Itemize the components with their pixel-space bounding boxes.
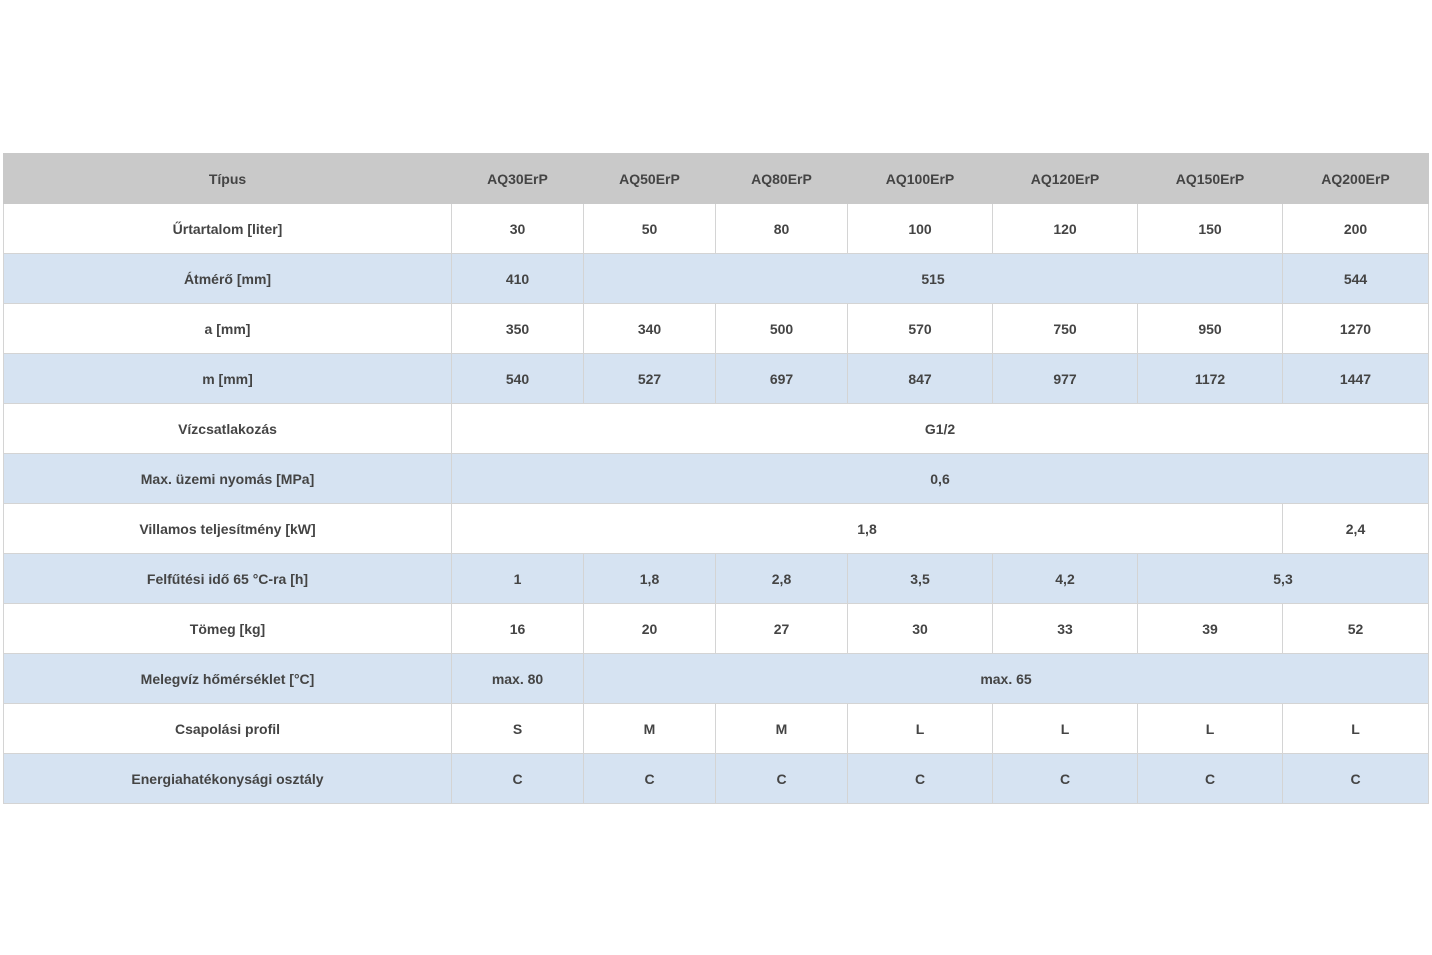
- table-cell: 33: [992, 603, 1138, 654]
- row-label: Űrtartalom [liter]: [3, 203, 452, 254]
- table-cell: C: [847, 753, 993, 804]
- table-cell: M: [715, 703, 848, 754]
- table-cell: 950: [1137, 303, 1283, 354]
- table-cell: 2,4: [1282, 503, 1429, 554]
- table-cell: S: [451, 703, 584, 754]
- header-cell-model: AQ150ErP: [1137, 153, 1283, 204]
- table-cell: 544: [1282, 253, 1429, 304]
- header-cell-model: AQ120ErP: [992, 153, 1138, 204]
- table-cell: 20: [583, 603, 716, 654]
- table-cell: 3,5: [847, 553, 993, 604]
- table-cell-merged: 1,8: [451, 503, 1283, 554]
- row-label: Energiahatékonysági osztály: [3, 753, 452, 804]
- table-row-heating-time: Felfűtési idő 65 °C-ra [h] 1 1,8 2,8 3,5…: [3, 553, 1429, 604]
- table-cell: 27: [715, 603, 848, 654]
- header-cell-model: AQ30ErP: [451, 153, 584, 204]
- table-row-m: m [mm] 540 527 697 847 977 1172 1447: [3, 353, 1429, 404]
- table-cell: 120: [992, 203, 1138, 254]
- header-cell-type: Típus: [3, 153, 452, 204]
- table-cell: C: [451, 753, 584, 804]
- row-label: a [mm]: [3, 303, 452, 354]
- table-cell: 150: [1137, 203, 1283, 254]
- table-cell: 30: [847, 603, 993, 654]
- table-cell: C: [1137, 753, 1283, 804]
- table-cell: 80: [715, 203, 848, 254]
- row-label: Max. üzemi nyomás [MPa]: [3, 453, 452, 504]
- table-row-a: a [mm] 350 340 500 570 750 950 1270: [3, 303, 1429, 354]
- table-cell: 847: [847, 353, 993, 404]
- table-cell: C: [992, 753, 1138, 804]
- table-row-max-pressure: Max. üzemi nyomás [MPa] 0,6: [3, 453, 1429, 504]
- table-cell: 500: [715, 303, 848, 354]
- table-cell: 977: [992, 353, 1138, 404]
- table-cell: 410: [451, 253, 584, 304]
- table-cell-merged: 5,3: [1137, 553, 1429, 604]
- table-cell: 570: [847, 303, 993, 354]
- spec-table-container: Típus AQ30ErP AQ50ErP AQ80ErP AQ100ErP A…: [3, 153, 1429, 804]
- table-cell: 200: [1282, 203, 1429, 254]
- row-label: Villamos teljesítmény [kW]: [3, 503, 452, 554]
- table-cell: C: [715, 753, 848, 804]
- table-row-water-connection: Vízcsatlakozás G1/2: [3, 403, 1429, 454]
- table-header-row: Típus AQ30ErP AQ50ErP AQ80ErP AQ100ErP A…: [3, 153, 1429, 204]
- table-cell: 16: [451, 603, 584, 654]
- table-cell: 1,8: [583, 553, 716, 604]
- table-cell: 1172: [1137, 353, 1283, 404]
- table-cell: 1447: [1282, 353, 1429, 404]
- row-label: Tömeg [kg]: [3, 603, 452, 654]
- spec-table: Típus AQ30ErP AQ50ErP AQ80ErP AQ100ErP A…: [3, 153, 1429, 804]
- table-row-electric-power: Villamos teljesítmény [kW] 1,8 2,4: [3, 503, 1429, 554]
- table-row-diameter: Átmérő [mm] 410 515 544: [3, 253, 1429, 304]
- table-cell: L: [1137, 703, 1283, 754]
- row-label: m [mm]: [3, 353, 452, 404]
- row-label: Csapolási profil: [3, 703, 452, 754]
- table-cell: C: [1282, 753, 1429, 804]
- table-row-hot-water-temp: Melegvíz hőmérséklet [°C] max. 80 max. 6…: [3, 653, 1429, 704]
- table-cell-merged: 515: [583, 253, 1283, 304]
- table-cell: L: [847, 703, 993, 754]
- row-label: Felfűtési idő 65 °C-ra [h]: [3, 553, 452, 604]
- table-cell: L: [992, 703, 1138, 754]
- table-cell: 527: [583, 353, 716, 404]
- table-cell: 30: [451, 203, 584, 254]
- table-cell: 697: [715, 353, 848, 404]
- table-cell: 2,8: [715, 553, 848, 604]
- table-cell: 4,2: [992, 553, 1138, 604]
- table-cell: 340: [583, 303, 716, 354]
- table-cell: M: [583, 703, 716, 754]
- row-label: Átmérő [mm]: [3, 253, 452, 304]
- header-cell-model: AQ200ErP: [1282, 153, 1429, 204]
- header-cell-model: AQ50ErP: [583, 153, 716, 204]
- header-cell-model: AQ100ErP: [847, 153, 993, 204]
- table-row-capacity: Űrtartalom [liter] 30 50 80 100 120 150 …: [3, 203, 1429, 254]
- table-cell: 750: [992, 303, 1138, 354]
- table-cell-merged: max. 65: [583, 653, 1429, 704]
- table-cell: 540: [451, 353, 584, 404]
- table-cell: 39: [1137, 603, 1283, 654]
- table-cell: max. 80: [451, 653, 584, 704]
- row-label: Vízcsatlakozás: [3, 403, 452, 454]
- row-label: Melegvíz hőmérséklet [°C]: [3, 653, 452, 704]
- table-cell-merged: G1/2: [451, 403, 1429, 454]
- table-cell: L: [1282, 703, 1429, 754]
- table-cell: 100: [847, 203, 993, 254]
- table-row-weight: Tömeg [kg] 16 20 27 30 33 39 52: [3, 603, 1429, 654]
- table-row-energy-class: Energiahatékonysági osztály C C C C C C …: [3, 753, 1429, 804]
- table-cell: 350: [451, 303, 584, 354]
- header-cell-model: AQ80ErP: [715, 153, 848, 204]
- table-cell: 1270: [1282, 303, 1429, 354]
- table-cell: 52: [1282, 603, 1429, 654]
- table-row-tapping-profile: Csapolási profil S M M L L L L: [3, 703, 1429, 754]
- table-cell: 1: [451, 553, 584, 604]
- table-cell: 50: [583, 203, 716, 254]
- table-cell: C: [583, 753, 716, 804]
- table-cell-merged: 0,6: [451, 453, 1429, 504]
